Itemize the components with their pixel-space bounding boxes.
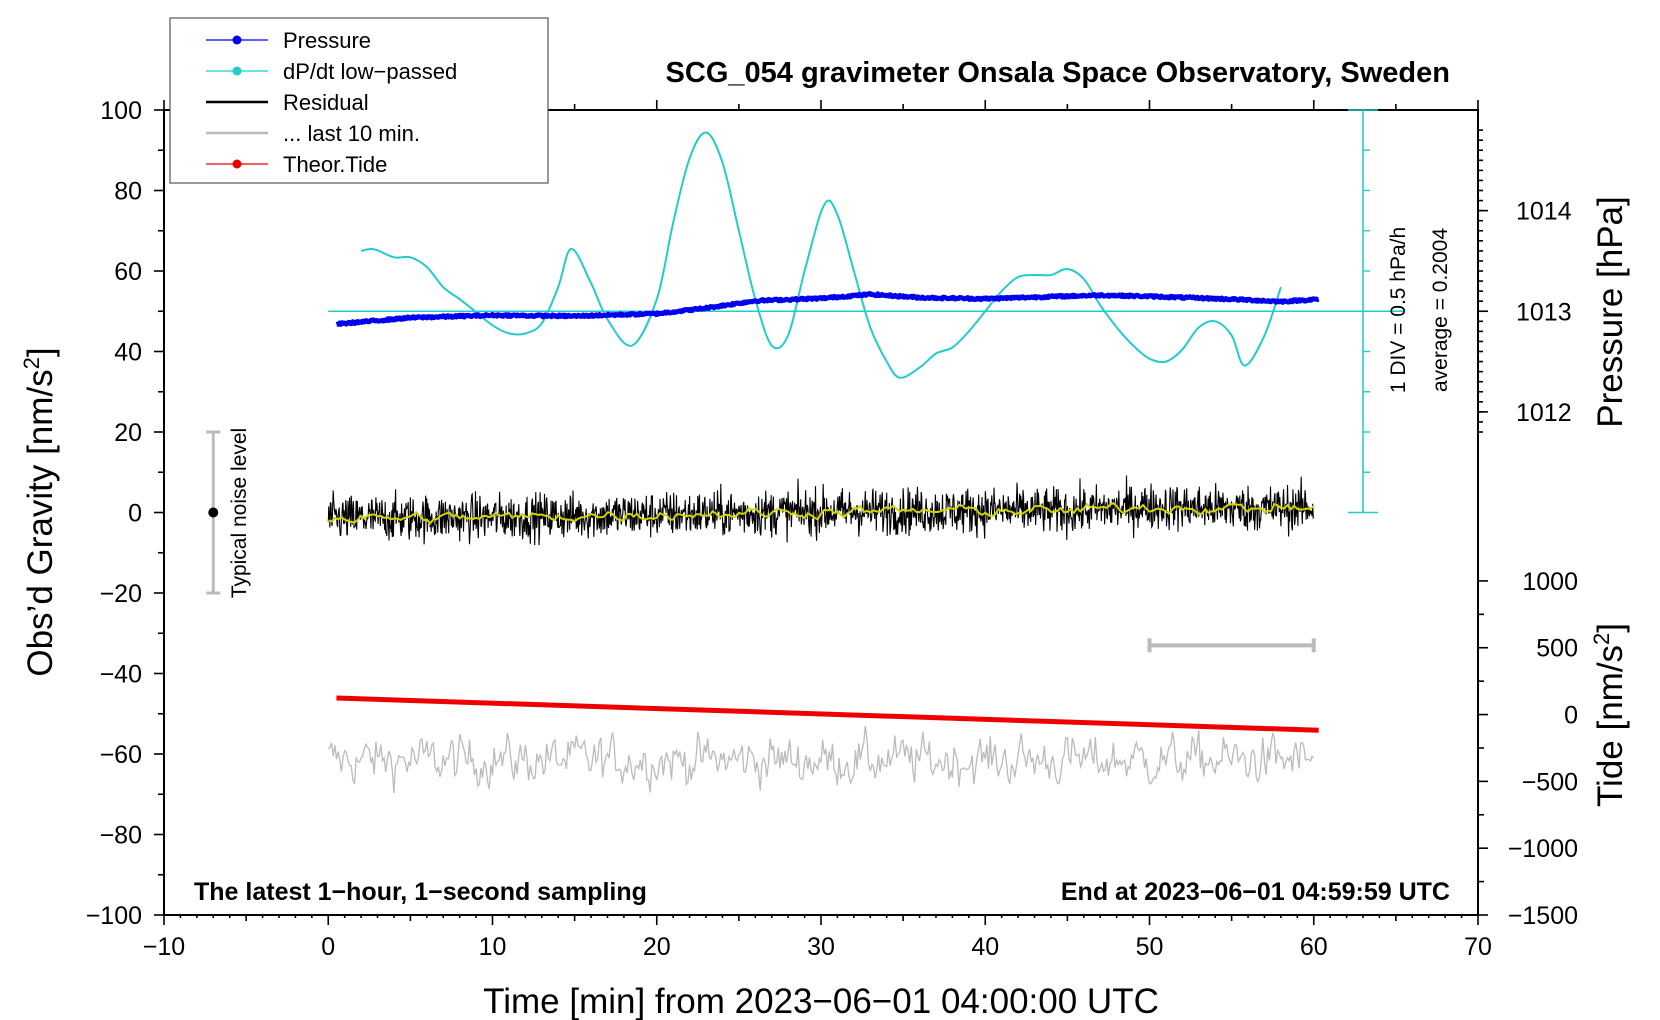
y-tick-label: 60 [114, 258, 142, 286]
series-layer [327, 131, 1321, 794]
y-tick-label: 20 [114, 419, 142, 447]
y-tick-label: 100 [100, 97, 142, 125]
residual-smoothed-line [327, 501, 1315, 526]
y-tick-label: −60 [100, 741, 142, 769]
y-axis-title: Obs’d Gravity [nm/s2] [19, 347, 60, 676]
pressure-axis-title: Pressure [hPa] [1591, 196, 1630, 428]
y-tick-label: 40 [114, 339, 142, 367]
tide-tick-label: −1000 [1508, 835, 1578, 863]
legend-entry: Pressure [206, 28, 371, 53]
x-tick-label: 30 [807, 933, 835, 961]
y-tick-label: 80 [114, 178, 142, 206]
pressure-tick-label: 1014 [1516, 198, 1572, 226]
legend-swatch-marker [232, 35, 242, 45]
legend-swatch-marker [232, 159, 242, 169]
chart-title: SCG_054 gravimeter Onsala Space Observat… [666, 57, 1450, 89]
footer-right: End at 2023−06−01 04:59:59 UTC [1061, 878, 1450, 906]
average-label: average = 0.2004 [1429, 228, 1452, 392]
tide-tick-label: 500 [1536, 635, 1578, 663]
x-tick-label: 50 [1136, 933, 1164, 961]
tide-axis-title-sup: 2 [1589, 633, 1614, 645]
pressure-tick-label: 1013 [1516, 298, 1572, 326]
footer-left: The latest 1−hour, 1−second sampling [194, 878, 647, 906]
pressure-axis: 1012 1013 1014 [1478, 129, 1572, 433]
x-tick-labels: −10 0 10 20 30 40 50 60 70 [143, 933, 1492, 961]
y-tick-label: −40 [100, 661, 142, 689]
x-tick-label: 70 [1464, 933, 1492, 961]
x-tick-label: −10 [143, 933, 185, 961]
tide-axis-title-end: ] [1591, 623, 1630, 633]
x-tick-label: 0 [321, 933, 335, 961]
y-tick-label: −100 [86, 902, 142, 930]
noise-bar-dot [208, 507, 219, 518]
pressure-tick-label: 1012 [1516, 399, 1572, 427]
legend-label: Residual [283, 90, 369, 115]
tide-tick-label: −1500 [1508, 902, 1578, 930]
legend-label: Theor.Tide [283, 152, 387, 177]
legend-entry: Theor.Tide [206, 152, 387, 177]
last-10-min-line [327, 725, 1315, 794]
dpdt-line [360, 131, 1282, 379]
legend-entries: Pressure dP/dt low−passed Residual ... last… [206, 28, 457, 177]
y-axis-title-main: Obs’d Gravity [nm/s [21, 369, 60, 676]
tide-axis: 1000 500 0 −500 −1000 −1500 [1478, 568, 1578, 930]
tide-tick-label: 1000 [1522, 568, 1578, 596]
tide-axis-title: Tide [nm/s2] [1589, 623, 1630, 807]
x-tick-label: 20 [643, 933, 671, 961]
x-axis-title: Time [min] from 2023−06−01 04:00:00 UTC [483, 982, 1159, 1020]
annotations [206, 430, 1316, 653]
tide-axis-title-main: Tide [nm/s [1591, 645, 1630, 807]
tide-line [336, 695, 1319, 733]
tide-tick-label: −500 [1522, 768, 1578, 796]
x-tick-label: 60 [1300, 933, 1328, 961]
legend-box [169, 17, 549, 184]
x-tick-label: 10 [479, 933, 507, 961]
legend-label: dP/dt low−passed [283, 59, 457, 84]
legend-swatch-marker [232, 66, 242, 76]
y-axis-title-sup: 2 [19, 357, 44, 369]
legend: Pressure dP/dt low−passed Residual ... last… [169, 17, 549, 184]
legend-label: ... last 10 min. [283, 121, 420, 146]
legend-entry: dP/dt low−passed [206, 59, 457, 84]
legend-entry: ... last 10 min. [206, 121, 420, 146]
legend-entry: Residual [206, 90, 369, 115]
x-tick-label: 40 [971, 933, 999, 961]
dpdt-scale-label: 1 DIV = 0.5 hPa/h [1387, 227, 1410, 393]
pressure-line [335, 291, 1321, 327]
tide-tick-label: 0 [1564, 702, 1578, 730]
y-tick-label: 0 [128, 500, 142, 528]
noise-level-label: Typical noise level [228, 428, 251, 598]
y-tick-label: −80 [100, 822, 142, 850]
y-axis-title-end: ] [21, 347, 60, 357]
y-tick-label: −20 [100, 580, 142, 608]
residual-line [327, 475, 1315, 546]
y-tick-labels: −100 −80 −60 −40 −20 0 20 40 60 80 100 [86, 97, 142, 930]
legend-label: Pressure [283, 28, 371, 53]
